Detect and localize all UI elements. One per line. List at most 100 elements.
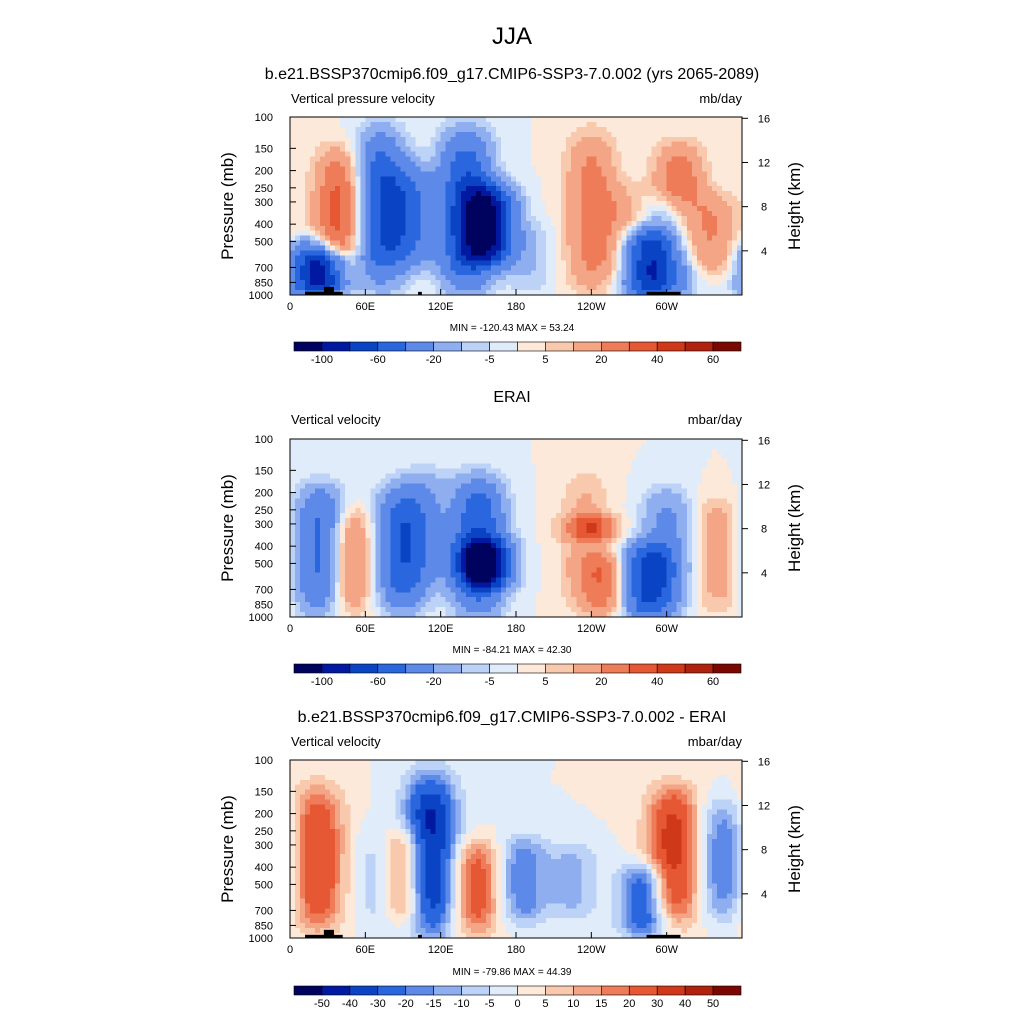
heatmap-cell [697,474,703,480]
heatmap-cell [511,444,517,450]
heatmap-cell [421,137,427,143]
heatmap-cell [707,265,713,271]
heatmap-cell [466,459,472,465]
heatmap-cell [642,147,648,153]
heatmap-cell [682,260,688,266]
heatmap-cell [657,459,663,465]
heatmap-cell [486,523,492,529]
heatmap-cell [370,206,376,212]
heatmap-cell [632,518,638,524]
heatmap-cell [561,152,567,158]
heatmap-cell [591,449,597,455]
heatmap-cell [491,216,497,222]
heatmap-cell [395,270,401,276]
heatmap-cell [325,162,331,168]
heatmap-cell [652,157,658,163]
heatmap-cell [350,503,356,509]
heatmap-cell [596,236,602,242]
colorbar-swatch [378,342,406,351]
heatmap-cell [461,211,467,217]
heatmap-cell [677,474,683,480]
heatmap-cell [571,518,577,524]
heatmap-cell [601,508,607,514]
heatmap-cell [481,488,487,494]
heatmap-cell [531,493,537,499]
heatmap-cell [677,152,683,158]
heatmap-cell [330,132,336,138]
heatmap-cell [682,508,688,514]
heatmap-cell [682,503,688,509]
heatmap-cell [707,186,713,192]
heatmap-cell [586,152,592,158]
heatmap-cell [596,132,602,138]
heatmap-cell [466,439,472,445]
heatmap-cell [426,285,432,291]
heatmap-cell [712,513,718,519]
heatmap-cell [526,449,532,455]
heatmap-cell [531,221,537,227]
heatmap-cell [732,122,738,128]
heatmap-cell [476,132,482,138]
heatmap-cell [426,236,432,242]
heatmap-cell [486,285,492,291]
heatmap-cell [476,503,482,509]
heatmap-cell [496,265,502,271]
heatmap-cell [722,503,728,509]
heatmap-cell [717,285,723,291]
heatmap-cell [315,236,321,242]
heatmap-cell [551,464,557,470]
heatmap-cell [657,270,663,276]
heatmap-cell [481,147,487,153]
heatmap-cell [521,459,527,465]
heatmap-cell [426,216,432,222]
heatmap-cell [626,503,632,509]
heatmap-cell [406,513,412,519]
heatmap-cell [662,503,668,509]
heatmap-cell [406,186,412,192]
heatmap-cell [446,166,452,172]
heatmap-cell [586,142,592,148]
heatmap-cell [652,444,658,450]
heatmap-cell [571,444,577,450]
heatmap-cell [611,162,617,168]
heatmap-cell [652,147,658,153]
heatmap-cell [506,186,512,192]
heatmap-cell [481,493,487,499]
heatmap-cell [290,186,296,192]
heatmap-cell [642,518,648,524]
heatmap-cell [722,201,728,207]
heatmap-cell [632,255,638,261]
heatmap-cell [642,117,648,123]
heatmap-cell [581,265,587,271]
heatmap-cell [662,117,668,123]
heatmap-cell [295,265,301,271]
heatmap-cell [581,479,587,485]
heatmap-cell [451,459,457,465]
heatmap-cell [350,469,356,475]
heatmap-cell [295,147,301,153]
heatmap-cell [431,191,437,197]
heatmap-cell [626,439,632,445]
heatmap-cell [591,201,597,207]
heatmap-cell [406,255,412,261]
heatmap-cell [466,518,472,524]
heatmap-cell [411,147,417,153]
heatmap-cell [596,464,602,470]
heatmap-cell [370,280,376,286]
heatmap-cell [501,528,507,534]
heatmap-cell [416,236,422,242]
heatmap-cell [717,236,723,242]
heatmap-cell [702,176,708,182]
heatmap-cell [380,528,386,534]
heatmap-cell [411,444,417,450]
heatmap-cell [626,186,632,192]
heatmap-cell [325,251,331,257]
heatmap-cell [345,147,351,153]
heatmap-cell [380,147,386,153]
heatmap-cell [511,508,517,514]
heatmap-cell [471,171,477,177]
heatmap-cell [647,137,653,143]
heatmap-cell [732,518,738,524]
heatmap-cell [310,474,316,480]
heatmap-cell [501,117,507,123]
